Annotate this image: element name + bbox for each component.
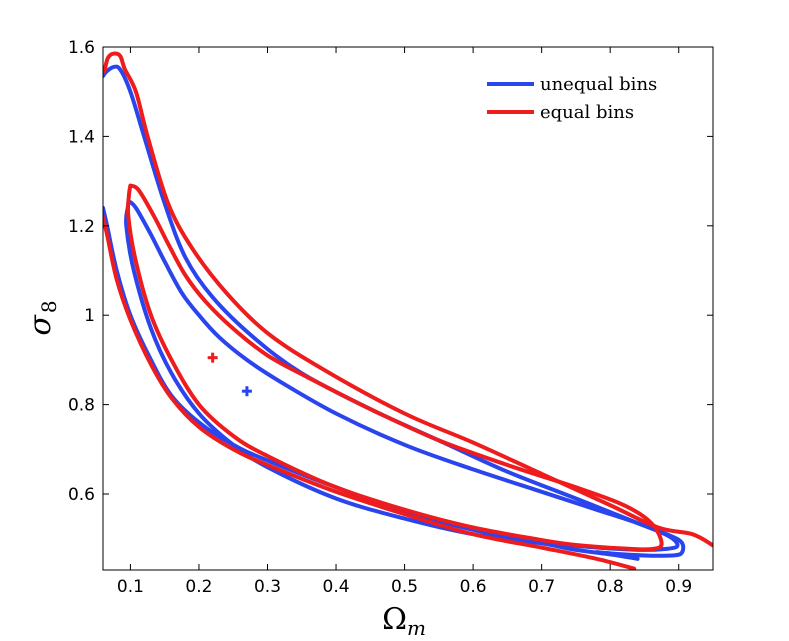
x-tick-label: 0.6 [460, 577, 487, 597]
plot-area [103, 47, 713, 570]
y-tick-label: 1 [84, 306, 95, 326]
contour-layer [103, 51, 713, 570]
contour-equal-bins-1 [103, 51, 713, 548]
best-fit-marker-unequal-bins [241, 386, 252, 397]
plot-frame [102, 46, 714, 571]
tick-layer: 0.1 0.2 0.3 0.4 0.5 0.6 0.7 0.8 0.9 0.6 0.8 1 1.2 1.4… [68, 38, 713, 597]
best-fit-marker-equal-bins [207, 352, 218, 363]
x-tick-label: 0.4 [323, 577, 350, 597]
legend-label-equal-bins: equal bins [540, 102, 634, 123]
y-tick-label: 1.2 [68, 217, 95, 237]
y-tick-label: 0.6 [68, 485, 95, 505]
contour-equal-bins-0 [125, 183, 664, 552]
x-axis-label: Ωm [382, 602, 426, 640]
y-axis-label: σ8 [23, 300, 61, 335]
legend-label-unequal-bins: unequal bins [540, 74, 657, 95]
x-tick-label: 0.1 [117, 577, 144, 597]
y-tick-label: 0.8 [68, 396, 95, 416]
x-tick-label: 0.8 [597, 577, 624, 597]
contour-unequal-bins-0 [124, 199, 680, 552]
y-tick-label: 1.6 [68, 38, 95, 58]
legend: unequal bins equal bins [487, 74, 657, 123]
x-tick-label: 0.7 [528, 577, 555, 597]
x-tick-label: 0.9 [665, 577, 692, 597]
contour-equal-bins-2 [103, 214, 637, 570]
x-tick-label: 0.5 [391, 577, 418, 597]
best-fit-layer [207, 352, 252, 397]
x-tick-label: 0.3 [254, 577, 281, 597]
y-tick-label: 1.4 [68, 127, 95, 147]
x-tick-label: 0.2 [185, 577, 212, 597]
